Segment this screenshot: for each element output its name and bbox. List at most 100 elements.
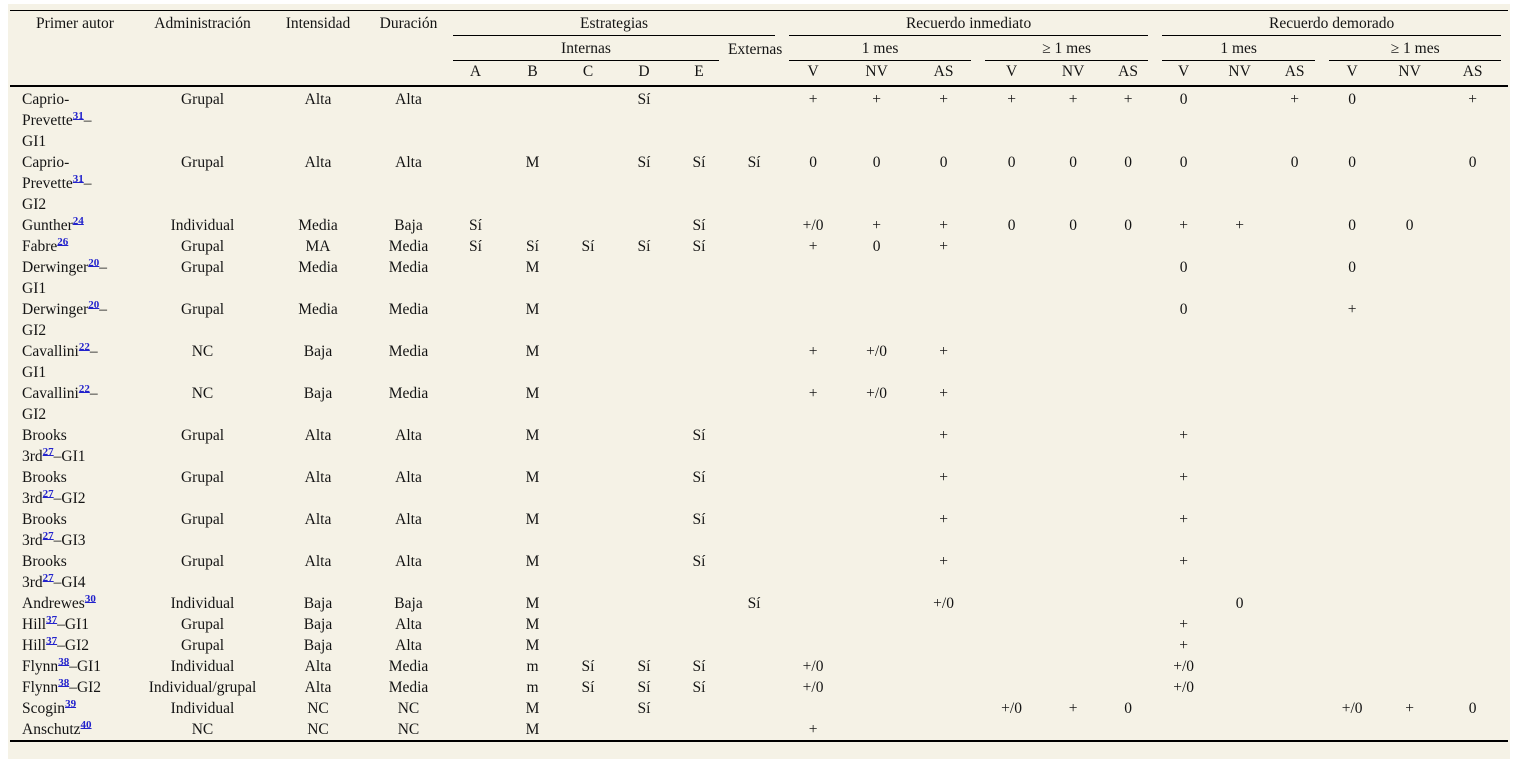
value-cell: 0 (1069, 216, 1077, 234)
value-cell (672, 299, 726, 341)
reference-link[interactable]: 37 (46, 613, 58, 626)
reference-link[interactable]: 27 (42, 529, 54, 542)
value-cell (446, 299, 505, 341)
value-cell: + (1179, 636, 1188, 654)
admin-cell: Grupal (180, 636, 225, 654)
col-group-recuerdo-demorado: Recuerdo demorado (1155, 11, 1508, 36)
study-row: Derwinger20– GI2 Grupal Media Media M 0 + (10, 299, 1508, 341)
value-cell (1045, 593, 1101, 614)
value-cell (1155, 698, 1212, 719)
value-cell: Sí (469, 216, 482, 234)
value-cell: Sí (616, 84, 672, 152)
value-cell: + (1179, 426, 1188, 444)
reference-link[interactable]: 22 (78, 382, 90, 395)
study-row: Caprio- Prevette31– GI1 Grupal Alta Alta Sí +… (10, 84, 1509, 152)
value-cell (446, 383, 505, 425)
value-cell (446, 467, 505, 509)
value-cell (1101, 593, 1155, 614)
reference-link[interactable]: 31 (72, 109, 84, 122)
value-cell: 0 (872, 153, 881, 171)
value-cell (560, 152, 616, 215)
value-cell: 0 (1179, 300, 1188, 318)
study-row: Scogin39 Individual NC NC M Sí +/0 +0 +/0 +0 (10, 698, 1508, 719)
reference-link[interactable]: 40 (80, 718, 92, 731)
author-cell: Cavallini22– GI2 (22, 382, 98, 423)
value-cell (672, 593, 726, 614)
author-cell: Gunther24 (22, 214, 84, 234)
duration-cell: Media (388, 384, 429, 402)
outcome-col-header: AS (1462, 62, 1483, 80)
reference-link[interactable]: 38 (58, 676, 70, 689)
reference-link[interactable]: 39 (65, 697, 77, 710)
study-row: Hill37–GI2 Grupal Baja Alta M + (10, 635, 1508, 656)
value-cell: + (939, 216, 948, 234)
intensity-cell: NC (307, 699, 329, 717)
value-cell: Sí (637, 678, 651, 696)
table-body: Caprio- Prevette31– GI1 Grupal Alta Alta Sí +… (10, 84, 1509, 741)
duration-cell: Media (388, 342, 429, 360)
value-cell (1155, 719, 1212, 741)
value-cell (726, 467, 782, 509)
reference-link[interactable]: 24 (72, 214, 84, 227)
value-cell (1267, 614, 1322, 635)
paper-sheet: Primer autor Administración Intensidad D… (8, 4, 1510, 759)
reference-link[interactable]: 26 (57, 235, 69, 248)
value-cell: Sí (581, 678, 595, 696)
study-row: Gunther24 Individual Media Baja Sí Sí +/0 + +0 0 0… (10, 215, 1508, 236)
value-cell: M (525, 468, 540, 486)
value-cell: Sí (469, 237, 482, 255)
reference-link[interactable]: 37 (46, 634, 58, 647)
value-cell (505, 215, 560, 236)
reference-link[interactable]: 27 (42, 487, 54, 500)
reference-link[interactable]: 27 (42, 445, 54, 458)
value-cell (726, 383, 782, 425)
study-row: Flynn38–GI2 Individual/grupal Alta Media m Sí… (10, 677, 1508, 698)
reference-link[interactable]: 38 (58, 655, 70, 668)
value-cell (1267, 677, 1322, 698)
value-cell (726, 677, 782, 698)
value-cell: + (1405, 699, 1414, 717)
value-cell (782, 698, 844, 719)
value-cell (1382, 152, 1437, 215)
study-row: Hill37–GI1 Grupal Baja Alta M + (10, 614, 1508, 635)
value-cell (616, 614, 672, 635)
value-cell (909, 677, 978, 698)
value-cell (978, 341, 1045, 383)
admin-cell: NC (191, 342, 214, 360)
value-cell (1212, 425, 1267, 467)
reference-link[interactable]: 20 (88, 298, 100, 311)
value-cell: M (525, 342, 540, 360)
author-cell: Andrewes30 (22, 592, 96, 612)
value-cell: M (525, 552, 540, 570)
value-cell (672, 84, 726, 152)
value-cell (844, 299, 909, 341)
value-cell (1045, 509, 1101, 551)
value-cell: + (939, 510, 948, 528)
value-cell: + (978, 84, 1046, 152)
value-cell (978, 257, 1045, 299)
reference-link[interactable]: 31 (72, 172, 84, 185)
duration-cell: Baja (394, 594, 423, 612)
value-cell: +/0 (866, 384, 887, 402)
reference-link[interactable]: 30 (84, 592, 96, 605)
reference-link[interactable]: 20 (88, 256, 100, 269)
reference-link[interactable]: 27 (42, 571, 54, 584)
value-cell: Sí (526, 237, 539, 255)
duration-cell: Alta (395, 615, 422, 633)
study-row: Derwinger20– GI1 Grupal Media Media M 0 0 (10, 257, 1508, 299)
value-cell (446, 509, 505, 551)
value-cell (844, 719, 909, 741)
study-row: Cavallini22– GI2 NC Baja Media M + +/0 + (10, 383, 1508, 425)
admin-cell: NC (191, 384, 214, 402)
intensity-cell: Alta (304, 657, 332, 675)
value-cell: Sí (692, 678, 706, 696)
value-cell (1382, 84, 1438, 152)
value-cell: Sí (692, 468, 706, 486)
value-cell: + (808, 384, 818, 402)
value-cell (909, 257, 978, 299)
reference-link[interactable]: 22 (78, 340, 90, 353)
value-cell (1212, 467, 1267, 509)
value-cell (1212, 383, 1267, 425)
author-cell: Flynn38–GI1 (22, 655, 102, 675)
value-cell (1045, 299, 1101, 341)
